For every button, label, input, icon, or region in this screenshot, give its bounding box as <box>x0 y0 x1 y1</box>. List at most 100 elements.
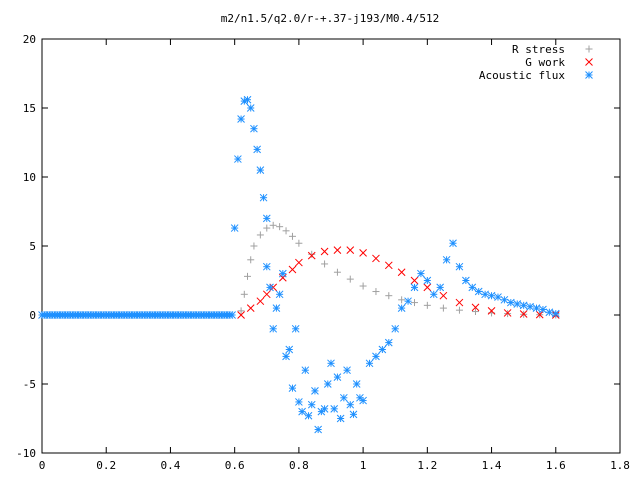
acoustic-flux-point <box>352 380 361 388</box>
acoustic-flux-point <box>526 302 534 311</box>
g-work-point <box>320 247 329 256</box>
acoustic-flux-point <box>391 324 400 333</box>
acoustic-flux-point <box>372 352 380 361</box>
g-work-point <box>295 258 303 267</box>
g-work-point <box>237 311 245 319</box>
x-tick-label: 0.6 <box>225 459 245 472</box>
x-tick-label: 1 <box>360 459 367 472</box>
r-stress-point <box>398 296 406 304</box>
x-tick-label: 0.4 <box>161 459 181 472</box>
acoustic-flux-point <box>455 262 464 271</box>
y-tick-label: 5 <box>29 240 36 253</box>
acoustic-flux-point <box>519 301 528 310</box>
r-stress-point <box>237 307 245 315</box>
chart-title: m2/n1.5/q2.0/r-+.37-j193/M0.4/512 <box>221 12 440 25</box>
g-work-point <box>535 310 544 319</box>
r-stress-point <box>410 299 418 307</box>
acoustic-flux-point <box>468 283 477 292</box>
g-work-point <box>439 291 448 300</box>
g-work-legend-icon <box>585 58 593 66</box>
acoustic-flux-point <box>262 262 271 271</box>
r-stress-point <box>244 272 252 280</box>
r-stress-point <box>240 290 248 298</box>
acoustic-flux-point <box>330 404 339 413</box>
acoustic-flux-point <box>462 276 470 285</box>
acoustic-flux-point <box>256 166 265 174</box>
acoustic-flux-point <box>269 324 278 333</box>
acoustic-flux-point <box>288 384 297 392</box>
acoustic-flux-point <box>230 224 239 232</box>
r-stress-point <box>250 242 258 250</box>
acoustic-flux-point <box>378 345 387 354</box>
acoustic-flux-point <box>474 287 483 296</box>
acoustic-flux-point <box>333 373 342 381</box>
x-tick-label: 1.2 <box>417 459 437 472</box>
r-stress-point <box>346 275 354 283</box>
r-stress-point <box>385 292 393 300</box>
acoustic-flux-point <box>551 309 560 318</box>
acoustic-flux-point <box>285 345 294 354</box>
acoustic-flux-point <box>228 311 236 319</box>
acoustic-flux-point <box>436 283 445 292</box>
acoustic-flux-point <box>349 410 358 419</box>
y-tick-label: 20 <box>23 33 36 46</box>
acoustic-flux-point <box>237 115 245 123</box>
g-work-point <box>455 298 464 307</box>
r-stress-point <box>359 282 367 290</box>
g-work-point <box>397 268 406 277</box>
g-work-point <box>372 254 380 263</box>
acoustic-flux-point <box>384 338 393 347</box>
acoustic-flux-point <box>545 308 554 317</box>
acoustic-flux-point <box>481 290 489 299</box>
g-work-point <box>519 310 528 318</box>
x-tick-label: 0.8 <box>289 459 309 472</box>
acoustic-flux-point <box>417 269 425 278</box>
acoustic-flux-point <box>259 193 268 202</box>
g-work-point <box>423 283 432 292</box>
r-stress-point <box>263 224 271 232</box>
g-work-point <box>307 251 316 260</box>
acoustic-flux-point <box>304 411 313 420</box>
y-tick-label: 0 <box>29 309 36 322</box>
acoustic-flux-point <box>323 380 332 388</box>
acoustic-flux-point <box>365 359 374 368</box>
acoustic-flux-point <box>343 366 351 375</box>
x-tick-label: 1.8 <box>610 459 630 472</box>
acoustic-flux-point <box>314 425 323 434</box>
acoustic-flux-point <box>278 269 287 278</box>
acoustic-flux-point <box>253 145 261 154</box>
acoustic-flux-point <box>336 414 345 423</box>
r-stress-point <box>423 301 431 309</box>
y-tick-label: -5 <box>23 378 36 391</box>
acoustic-flux-point <box>487 291 496 300</box>
g-work-point <box>384 261 393 270</box>
r-stress-point <box>247 256 255 264</box>
acoustic-flux-point <box>291 324 300 333</box>
x-tick-label: 0 <box>39 459 46 472</box>
x-tick-label: 1.4 <box>482 459 502 472</box>
r-stress-point <box>439 304 447 312</box>
acoustic-flux-point <box>397 304 406 312</box>
g-work-point <box>262 290 271 299</box>
acoustic-flux-point <box>307 400 316 409</box>
acoustic-flux-point <box>266 283 274 292</box>
r-stress-point <box>282 227 290 235</box>
acoustic-flux-point <box>442 255 451 264</box>
r-stress-point <box>372 288 380 296</box>
acoustic-flux-point <box>346 400 355 409</box>
acoustic-flux-point <box>327 359 335 368</box>
x-tick-label: 1.6 <box>546 459 566 472</box>
y-tick-label: 15 <box>23 102 36 115</box>
acoustic-flux-point <box>423 276 432 285</box>
acoustic-flux-point <box>320 404 329 413</box>
g-work-point <box>256 297 265 306</box>
acoustic-flux-point <box>339 393 348 402</box>
g-work-point <box>471 303 480 312</box>
g-work-point <box>503 309 512 317</box>
r-stress-point <box>321 260 329 268</box>
acoustic-flux-point <box>234 155 242 163</box>
acoustic-flux-point <box>513 300 522 308</box>
acoustic-flux-point <box>532 304 541 312</box>
acoustic-flux-point <box>410 283 419 292</box>
